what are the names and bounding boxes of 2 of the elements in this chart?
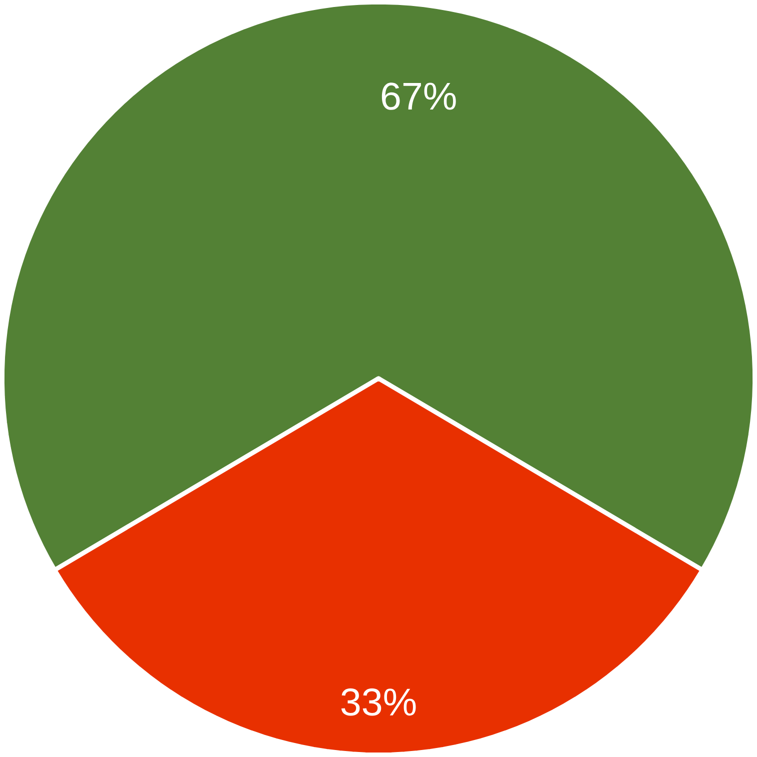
data-label: 67% [382, 82, 456, 110]
data-label: 33% [341, 688, 416, 716]
